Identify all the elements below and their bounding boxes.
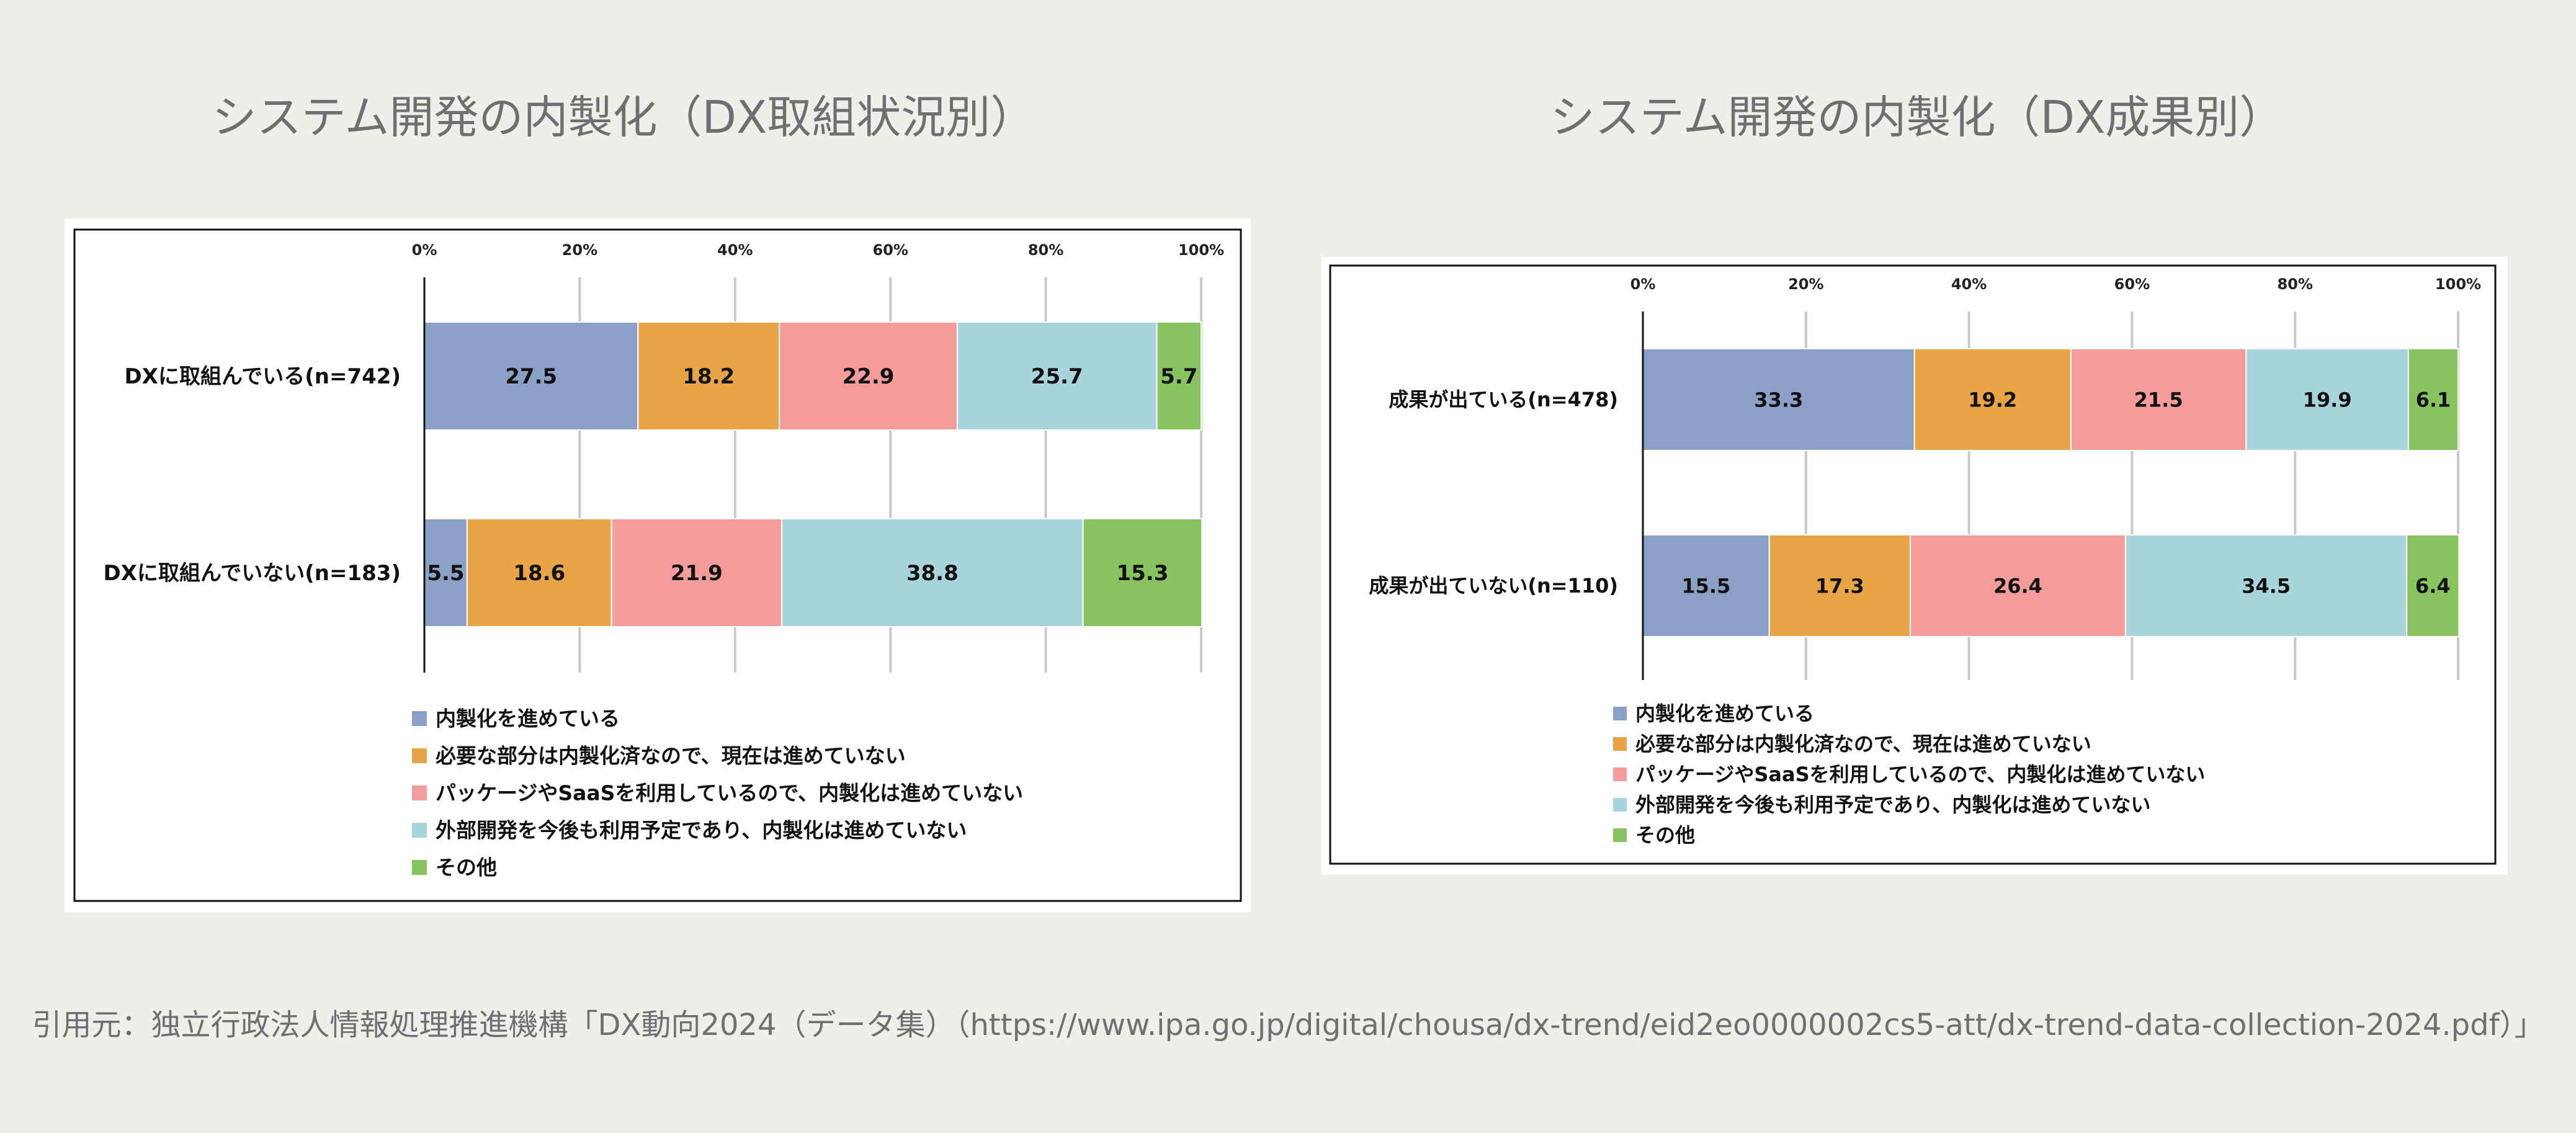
chart-1-category-label: DXに取組んでいない(n=183) [104, 561, 401, 586]
chart-2-legend-label: 外部開発を今後も利用予定であり、内製化は進めていない [1635, 793, 2150, 817]
chart-2-legend-label: その他 [1635, 823, 1695, 847]
chart-1-bar-segment [610, 518, 782, 627]
chart-1-x-tick-label: 60% [872, 241, 908, 259]
chart-1-legend-label: その他 [436, 856, 497, 880]
chart-1-x-tick-label: 100% [1178, 241, 1224, 259]
chart-2-category-label: 成果が出ていない(n=110) [1369, 574, 1618, 598]
chart-1-legend-swatch [412, 786, 427, 800]
chart-2-legend-label: パッケージやSaaSを利用しているので、内製化は進めていない [1635, 763, 2205, 786]
chart-1-category-label: DXに取組んでいる(n=742) [125, 364, 401, 389]
chart-1-bar-segment [1082, 518, 1203, 627]
chart-1-x-tick-label: 40% [717, 241, 753, 259]
chart-2-data-label: 19.9 [2303, 388, 2352, 412]
chart-1-bar-segment [466, 518, 612, 627]
source-citation: 引用元：独立行政法人情報処理推進機構「DX動向2024（データ集）（https:… [32, 1008, 2544, 1042]
chart-1-bar-segment [779, 321, 958, 431]
chart-1-svg: 0% 20% 40% 60% 80% 100% DXに取組んでいる(n=742) 27.5 18… [73, 228, 1242, 902]
chart-1-legend-swatch [412, 860, 427, 875]
chart-2-legend-swatch [1613, 768, 1627, 781]
chart-1-data-label: 27.5 [505, 364, 557, 389]
chart-1-title: システム開発の内製化（DX取組状況別） [212, 91, 1035, 143]
chart-1-data-label: 5.5 [427, 561, 464, 586]
chart-2-bar-segment [1642, 534, 1770, 637]
chart-1-x-tick-label: 20% [562, 241, 597, 259]
chart-2-data-label: 21.5 [2134, 388, 2183, 412]
chart-2-bar-segment [1913, 348, 2072, 451]
chart-2-category-label: 成果が出ている(n=478) [1389, 388, 1618, 411]
chart-1-x-tick-label: 0% [412, 241, 437, 259]
chart-2-x-tick-label: 0% [1630, 275, 1656, 293]
chart-1-legend-label: 外部開発を今後も利用予定であり、内製化は進めていない [436, 818, 967, 843]
chart-2-svg: 0% 20% 40% 60% 80% 100% 成果が出ている(n=478) 33.3 19.2… [1329, 264, 2497, 865]
chart-2-card: 0% 20% 40% 60% 80% 100% 成果が出ている(n=478) 33.3 19.2… [1322, 257, 2508, 875]
chart-2-x-tick-label: 80% [2277, 275, 2312, 293]
chart-2-bar-segment [2406, 534, 2460, 637]
chart-2-data-label: 6.4 [2415, 575, 2451, 598]
chart-2-data-label: 17.3 [1815, 575, 1864, 598]
chart-1-data-label: 18.6 [513, 561, 565, 586]
chart-1-legend-label: 内製化を進めている [436, 707, 620, 731]
chart-2-bar-segment [2407, 348, 2459, 451]
chart-2-plot-border [1329, 264, 2497, 865]
chart-1-legend-swatch [412, 823, 427, 838]
chart-2-x-tick-label: 100% [2435, 275, 2481, 293]
chart-2-bar-segment [1768, 534, 1911, 637]
chart-1-data-label: 18.2 [682, 364, 735, 389]
chart-1-data-label: 5.7 [1160, 364, 1197, 389]
chart-2-bar-segment [1909, 534, 2126, 637]
chart-2-bar-segment [2124, 534, 2408, 637]
chart-1-legend-swatch [412, 748, 427, 763]
chart-1-data-label: 15.3 [1117, 561, 1169, 586]
chart-1-plot-border [73, 228, 1242, 902]
chart-1-data-label: 25.7 [1031, 364, 1083, 389]
chart-1-data-label: 21.9 [671, 561, 723, 586]
chart-1-bar-segment [780, 518, 1084, 627]
chart-2-legend-label: 内製化を進めている [1635, 702, 1814, 725]
chart-2-legend-swatch [1613, 737, 1627, 751]
chart-1-bar-segment [1156, 321, 1202, 431]
chart-2-data-label: 26.4 [1993, 575, 2042, 598]
chart-1-bar-segment [424, 518, 468, 627]
chart-2-x-tick-label: 20% [1788, 275, 1823, 293]
chart-1-bar-segment [637, 321, 780, 431]
chart-2-legend-swatch [1613, 798, 1627, 812]
chart-1-data-label: 38.8 [906, 561, 959, 586]
chart-1-x-tick-label: 80% [1028, 241, 1063, 259]
chart-2-data-label: 33.3 [1754, 388, 1803, 412]
chart-1-legend-label: 必要な部分は内製化済なので、現在は進めていない [436, 744, 906, 768]
chart-2-title: システム開発の内製化（DX成果別） [1550, 91, 2284, 143]
chart-2-bar-segment [2245, 348, 2409, 451]
chart-2-x-tick-label: 60% [2114, 275, 2150, 293]
chart-1-legend-label: パッケージやSaaSを利用しているので、内製化は進めていない [436, 781, 1023, 805]
chart-2-legend-swatch [1613, 828, 1627, 842]
chart-1-legend-swatch [412, 711, 427, 726]
chart-2-data-label: 6.1 [2416, 388, 2451, 412]
chart-1-data-label: 22.9 [843, 364, 895, 389]
chart-1-card: 0% 20% 40% 60% 80% 100% DXに取組んでいる(n=742) 27.5 18… [65, 218, 1251, 912]
chart-2-legend-label: 必要な部分は内製化済なので、現在は進めていない [1635, 732, 2091, 756]
chart-1-bar-segment [424, 321, 639, 431]
chart-2-x-tick-label: 40% [1951, 275, 1987, 293]
chart-2-data-label: 34.5 [2242, 575, 2291, 598]
chart-2-legend-swatch [1613, 707, 1627, 720]
chart-2-bar-segment [2070, 348, 2247, 451]
chart-2-data-label: 15.5 [1681, 575, 1730, 598]
chart-2-data-label: 19.2 [1968, 388, 2017, 412]
